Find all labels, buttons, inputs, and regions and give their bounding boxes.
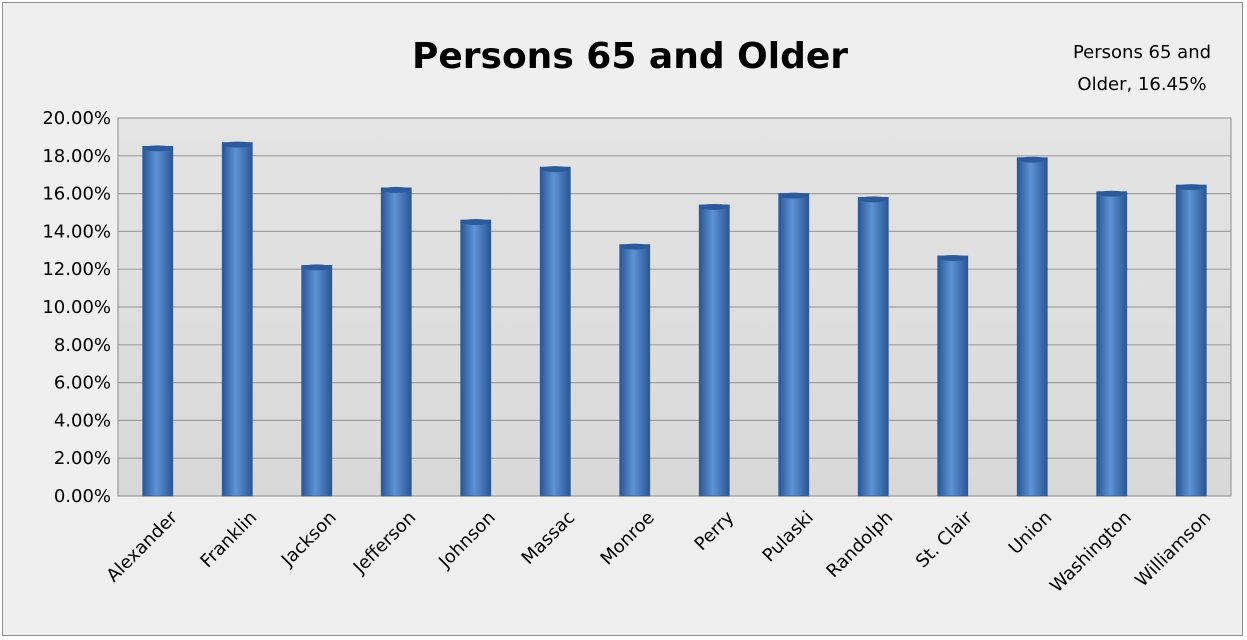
x-tick-label: Johnson (434, 507, 500, 573)
y-tick-label: 4.00% (54, 410, 111, 431)
bar-cap (620, 243, 649, 250)
x-tick-label: Pulaski (759, 507, 818, 566)
bar-massac (539, 166, 571, 497)
bar-randolph (857, 196, 889, 497)
x-tick-label: Randolph (822, 507, 897, 582)
bar-cap (700, 203, 729, 210)
y-tick-label: 6.00% (54, 373, 111, 394)
bar-cap (223, 141, 252, 148)
y-tick-label: 10.00% (42, 297, 111, 318)
x-tick-label: Massac (518, 507, 580, 569)
bar-jefferson (380, 187, 412, 497)
bar-monroe (619, 244, 651, 497)
x-tick-label: Union (1005, 507, 1057, 559)
bar-cap (938, 254, 967, 261)
bar-cap (143, 145, 172, 152)
bar-williamson (1175, 184, 1207, 497)
bar-cap (382, 186, 411, 193)
bar-johnson (460, 219, 492, 497)
y-axis-ticks: 0.00% 2.00% 4.00% 6.00% 8.00% 10.00% 12.00% 14.… (42, 108, 111, 507)
x-tick-label: Monroe (597, 507, 659, 569)
y-tick-label: 0.00% (54, 486, 111, 507)
bar-jackson (301, 265, 333, 497)
x-tick-label: Franklin (196, 507, 261, 572)
bar-cap (779, 192, 808, 199)
x-tick-label: Jefferson (349, 507, 420, 578)
x-tick-label: Alexander (103, 507, 183, 587)
bar-cap (1018, 156, 1047, 163)
bar-perry (698, 204, 730, 497)
x-axis-labels: Alexander Franklin Jackson Jefferson Johnson… (103, 507, 1216, 597)
x-tick-label: Washington (1046, 507, 1136, 597)
bar-cap (1177, 184, 1206, 191)
bars (142, 141, 1207, 497)
y-tick-label: 12.00% (42, 259, 111, 280)
x-tick-label: Jackson (277, 507, 341, 571)
y-tick-label: 18.00% (42, 146, 111, 167)
annotation-line-1: Persons 65 and (1073, 42, 1211, 63)
x-tick-label: St. Clair (912, 507, 977, 572)
x-tick-label: Perry (691, 507, 739, 555)
bar-franklin (221, 142, 253, 497)
y-tick-label: 14.00% (42, 221, 111, 242)
bar-union (1016, 157, 1048, 497)
y-tick-label: 16.00% (42, 184, 111, 205)
bar-cap (1097, 190, 1126, 197)
bar-washington (1096, 191, 1128, 497)
bar-pulaski (778, 193, 810, 497)
bar-chart: 0.00% 2.00% 4.00% 6.00% 8.00% 10.00% 12.00% 14.… (42, 36, 1232, 597)
chart-title: Persons 65 and Older (412, 36, 848, 77)
y-tick-label: 20.00% (42, 108, 111, 129)
bar-st-clair (937, 255, 969, 497)
x-tick-label: Williamson (1131, 507, 1215, 591)
bar-cap (461, 219, 490, 226)
annotation-line-2: Older, 16.45% (1077, 74, 1206, 95)
bar-cap (859, 196, 888, 203)
y-tick-label: 2.00% (54, 448, 111, 469)
bar-cap (302, 264, 331, 271)
bar-alexander (142, 145, 174, 497)
bar-cap (541, 166, 570, 173)
y-tick-label: 8.00% (54, 335, 111, 356)
